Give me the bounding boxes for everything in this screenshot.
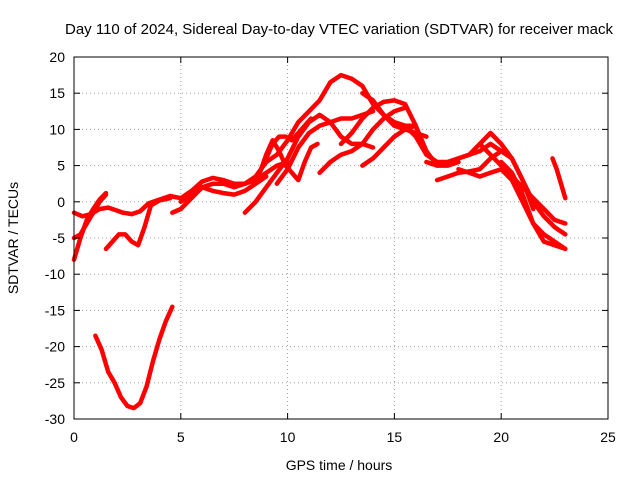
y-tick-label: -5: [53, 230, 66, 246]
y-tick-label: -25: [45, 375, 65, 391]
series-track-20: [434, 148, 536, 212]
axis-ticks: 0 5 10 15 20 25 -30 -25 -20 -15 -10 -5 0 5 10 15 20: [45, 49, 616, 445]
series-track-7: [170, 159, 290, 215]
x-tick-label: 0: [70, 429, 78, 445]
y-tick-label: 5: [57, 158, 65, 174]
x-tick-label: 5: [177, 429, 185, 445]
chart-title: Day 110 of 2024, Sidereal Day-to-day VTE…: [65, 21, 613, 38]
y-tick-label: -15: [45, 302, 65, 318]
x-tick-label: 20: [493, 429, 509, 445]
series-track-5: [103, 195, 173, 252]
y-tick-label: -30: [45, 411, 65, 427]
series-track-4: [93, 304, 175, 411]
series-track-18: [392, 119, 504, 165]
series-group: [71, 72, 568, 411]
y-axis-title: SDTVAR / TECUs: [5, 182, 21, 294]
y-tick-label: 20: [49, 49, 65, 65]
series-track-14: [317, 105, 408, 176]
series-track-24: [550, 156, 568, 201]
series-track-19: [424, 130, 568, 237]
x-axis-title: GPS time / hours: [286, 457, 393, 473]
series-track-2: [71, 192, 109, 241]
x-tick-label: 25: [600, 429, 616, 445]
y-tick-label: 0: [57, 194, 65, 210]
y-tick-label: -10: [45, 266, 65, 282]
series-track-21: [456, 166, 568, 252]
x-tick-label: 10: [280, 429, 296, 445]
series-track-6: [120, 175, 248, 217]
series-track-16: [360, 90, 429, 139]
series-track-8: [178, 174, 269, 205]
x-tick-label: 15: [387, 429, 403, 445]
y-tick-label: -20: [45, 339, 65, 355]
series-track-22: [477, 141, 568, 226]
y-tick-label: 15: [49, 85, 65, 101]
series-track-12: [263, 116, 314, 161]
series-track-23: [498, 159, 568, 252]
y-tick-label: 10: [49, 121, 65, 137]
series-track-13: [274, 109, 376, 186]
series-track-3: [71, 205, 126, 219]
